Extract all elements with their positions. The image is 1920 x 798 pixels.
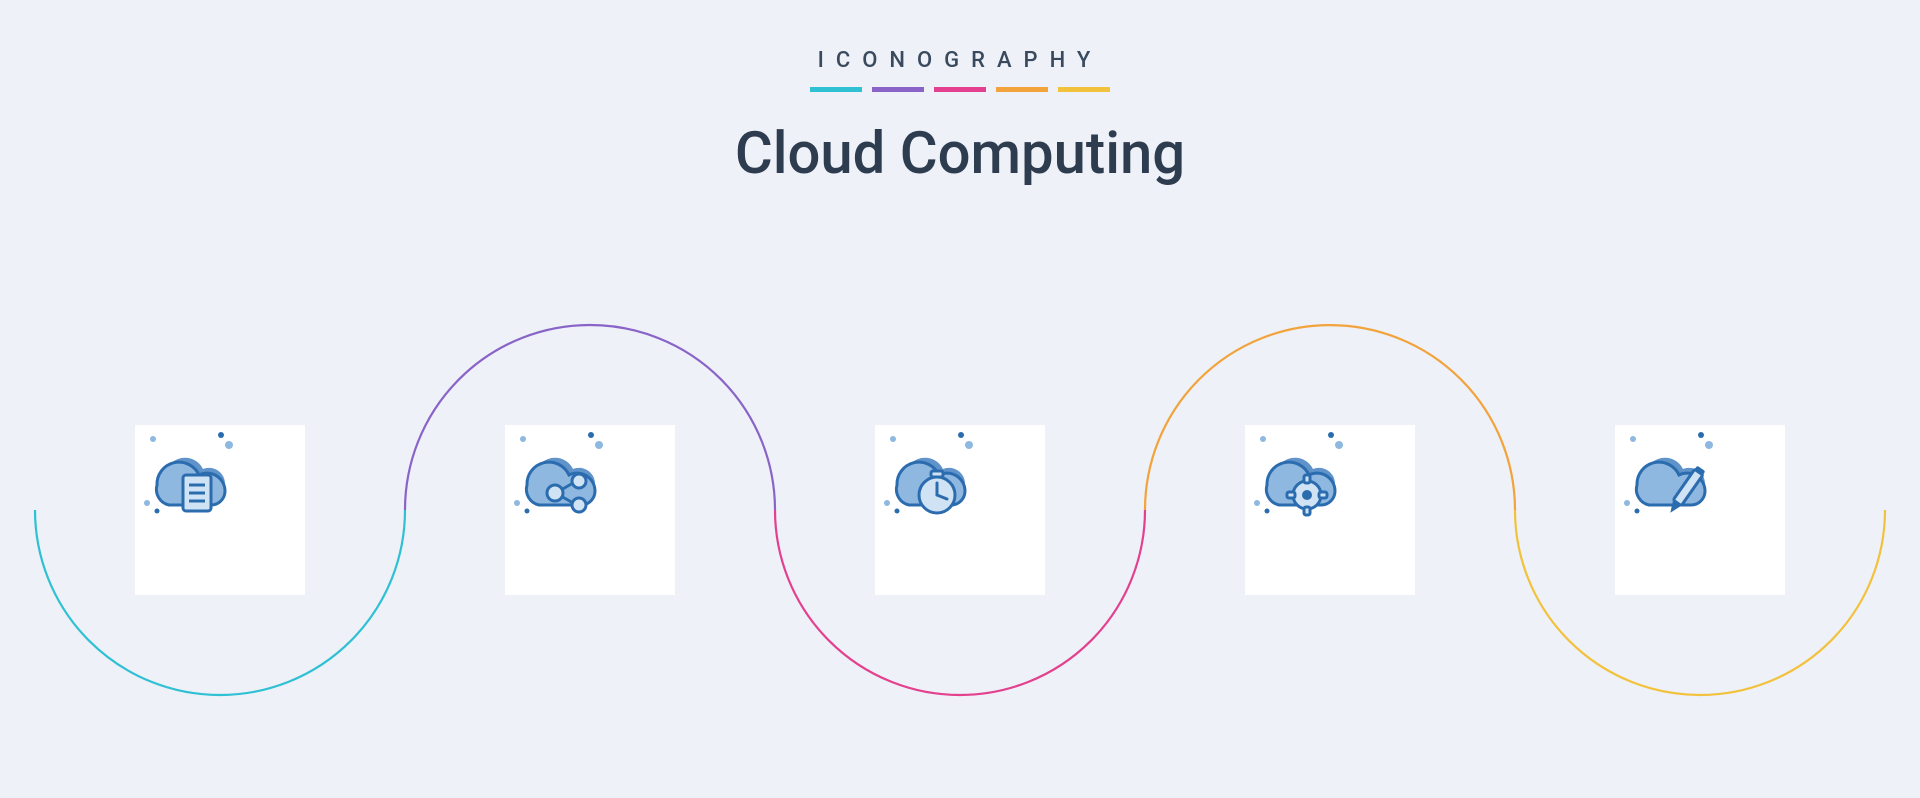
bar-1 (810, 87, 862, 92)
header: ICONOGRAPHY Cloud Computing (0, 0, 1920, 188)
icon-stage (0, 300, 1920, 720)
accent-bars (0, 87, 1920, 92)
bar-3 (934, 87, 986, 92)
cloud-settings-icon (1245, 425, 1415, 595)
super-title: ICONOGRAPHY (0, 48, 1920, 73)
cloud-time-icon (875, 425, 1045, 595)
bar-2 (872, 87, 924, 92)
cloud-document-icon (135, 425, 305, 595)
main-title: Cloud Computing (0, 120, 1920, 188)
cloud-edit-icon (1615, 425, 1785, 595)
cloud-share-icon (505, 425, 675, 595)
bar-4 (996, 87, 1048, 92)
bar-5 (1058, 87, 1110, 92)
